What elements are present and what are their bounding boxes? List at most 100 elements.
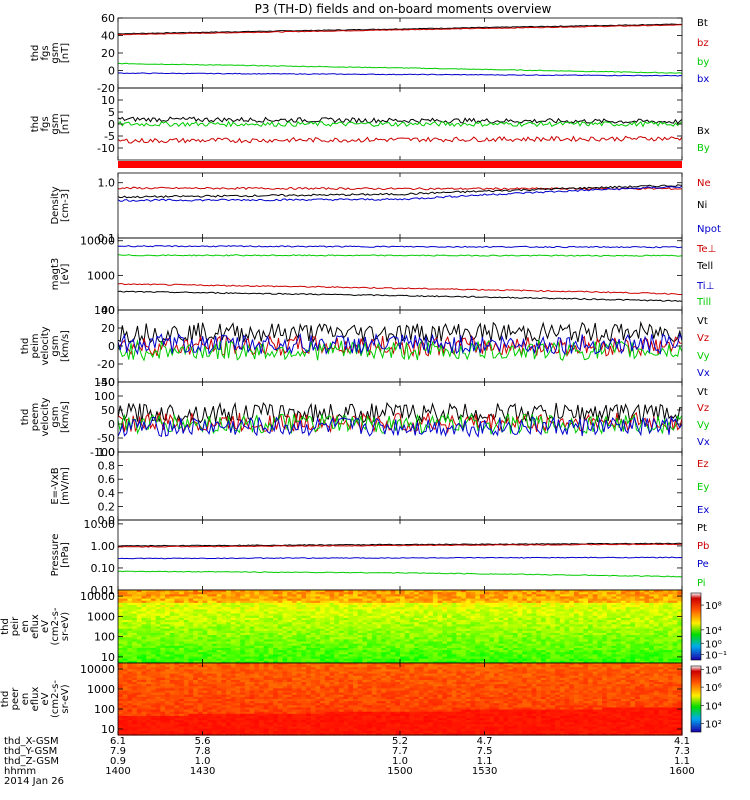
spectrogram-cell: [136, 611, 143, 615]
spectrogram-cell: [653, 645, 660, 649]
spectrogram-cell: [559, 652, 566, 656]
spectrogram-cell: [428, 645, 434, 649]
spectrogram-cell: [526, 647, 533, 651]
spectrogram-cell: [635, 609, 641, 613]
spectrogram-cell: [503, 605, 509, 608]
spectrogram-cell: [451, 658, 457, 662]
spectrogram-cell: [315, 630, 321, 634]
spectrogram-cell: [301, 611, 307, 615]
spectrogram-cell: [423, 596, 429, 600]
spectrogram-cell: [461, 609, 467, 613]
spectrogram-cell: [583, 626, 589, 630]
spectrogram-cell: [122, 635, 128, 638]
spectrogram-cell: [188, 654, 194, 658]
legend-label: By: [697, 143, 710, 154]
spectrogram-cell: [169, 609, 175, 613]
spectrogram-cell: [273, 592, 279, 595]
colorbar-tick-label: 10⁴: [705, 626, 722, 637]
spectrogram-cell: [625, 667, 631, 670]
spectrogram-cell: [202, 615, 208, 619]
spectrogram-cell: [371, 652, 378, 656]
spectrogram-cell: [254, 643, 260, 647]
spectrogram-cell: [456, 592, 462, 595]
spectrogram-cell: [155, 628, 161, 632]
spectrogram-cell: [385, 643, 392, 647]
spectrogram-cell: [122, 645, 128, 649]
spectrogram-cell: [644, 594, 650, 598]
spectrogram-cell: [531, 654, 537, 658]
spectrogram-cell: [588, 637, 594, 640]
spectrogram-cell: [268, 643, 274, 647]
spectrogram-cell: [536, 626, 542, 630]
y-tick-label: -20: [97, 82, 115, 95]
spectrogram-cell: [306, 609, 312, 613]
spectrogram-cell: [625, 669, 631, 673]
spectrogram-cell: [639, 620, 645, 623]
spectrogram-cell: [461, 660, 467, 664]
spectrogram-cell: [475, 643, 481, 647]
spectrogram-cell: [165, 592, 171, 595]
spectrogram-cell: [263, 590, 269, 593]
spectrogram-cell: [230, 650, 237, 653]
spectrogram-cell: [310, 639, 316, 643]
spectrogram-cell: [226, 594, 232, 598]
spectrogram-cell: [240, 667, 246, 670]
spectrogram-cell: [193, 596, 199, 600]
spectrogram-cell: [475, 611, 481, 615]
spectrogram-cell: [334, 635, 340, 638]
spectrogram-cell: [536, 645, 542, 649]
spectrogram-cell: [367, 643, 373, 647]
spectrogram-cell: [479, 613, 486, 617]
legend-label: Till: [696, 297, 711, 308]
spectrogram-cell: [583, 605, 589, 608]
spectrogram-cell: [611, 615, 617, 619]
spectrogram-cell: [216, 609, 222, 613]
spectrogram-cell: [644, 641, 650, 645]
spectrogram-cell: [240, 669, 246, 673]
spectrogram-cell: [479, 652, 486, 656]
spectrogram-cell: [512, 615, 519, 619]
y-tick-label: -40: [97, 376, 115, 389]
spectrogram-cell: [494, 654, 500, 658]
spectrogram-cell: [616, 592, 622, 595]
spectrogram-cell: [291, 630, 298, 634]
spectrogram-cell: [630, 609, 636, 613]
spectrogram-cell: [620, 652, 627, 656]
spectrogram-cell: [503, 647, 509, 651]
spectrogram-cell: [287, 613, 293, 617]
spectrogram-cell: [428, 590, 434, 593]
spectrogram-cell: [442, 652, 448, 656]
spectrogram-cell: [230, 615, 237, 619]
spectrogram-cell: [522, 596, 528, 600]
spectrogram-cell: [649, 630, 655, 634]
spectrogram-cell: [155, 622, 161, 625]
spectrogram-cell: [146, 660, 152, 664]
spectrogram-cell: [197, 671, 204, 675]
spectrogram-cell: [367, 652, 373, 656]
spectrogram-cell: [400, 609, 406, 613]
spectrogram-cell: [240, 620, 246, 623]
spectrogram-cell: [465, 598, 472, 602]
spectrogram-cell: [357, 624, 363, 628]
spectrogram-cell: [564, 665, 570, 668]
spectrogram-cell: [508, 592, 514, 595]
spectrogram-cell: [277, 602, 284, 606]
spectrogram-cell: [221, 635, 227, 638]
spectrogram-cell: [437, 615, 443, 619]
spectrogram-cell: [259, 624, 265, 628]
spectrogram-cell: [381, 600, 387, 604]
spectrogram-cell: [569, 639, 575, 643]
spectrogram-cell: [188, 639, 194, 643]
spectrogram-cell: [221, 605, 227, 608]
series-lines: [118, 401, 682, 438]
spectrogram-cell: [315, 605, 321, 608]
spectrogram-cell: [301, 615, 307, 619]
spectrogram-cell: [465, 628, 472, 632]
spectrogram-cell: [644, 630, 650, 634]
spectrogram-cell: [221, 607, 227, 610]
series-line-Ti⊥: [118, 245, 682, 249]
spectrogram-cell: [343, 609, 349, 613]
spectrogram-cell: [118, 624, 124, 628]
spectrogram-cell: [371, 620, 378, 623]
spectrogram-cell: [677, 656, 683, 660]
